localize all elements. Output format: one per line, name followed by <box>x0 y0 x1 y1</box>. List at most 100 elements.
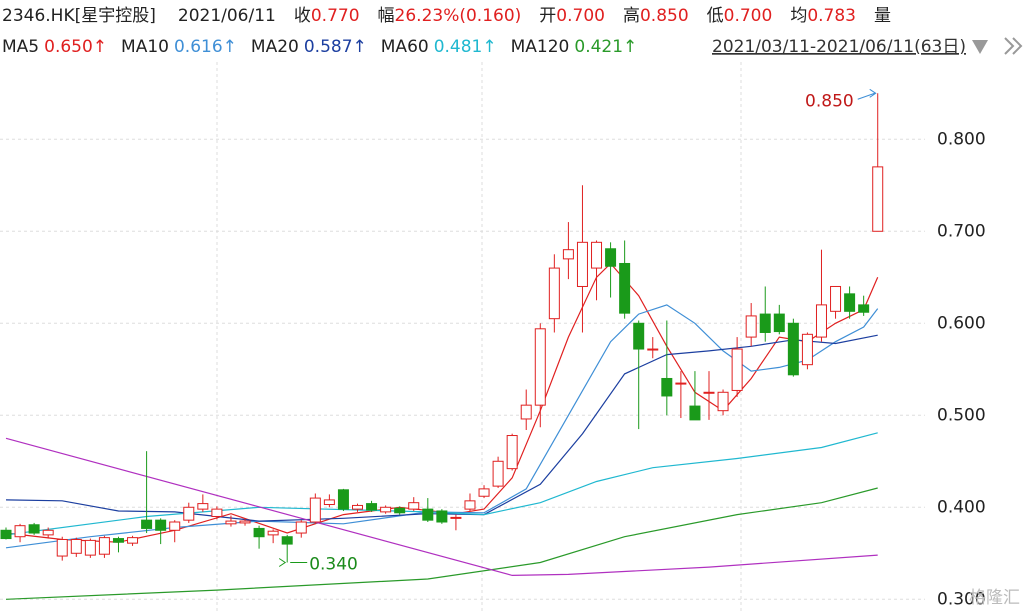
quote-line: 2346.HK[星宇控股] 2021/06/11 收0.770 幅26.23%(0.1… <box>2 6 891 26</box>
candle-body <box>506 435 518 470</box>
candle-body <box>28 524 40 534</box>
candle-body <box>436 510 448 523</box>
y-tick-label: 0.800 <box>937 129 986 149</box>
candle-body <box>225 520 237 525</box>
y-tick-label: 0.600 <box>937 313 986 333</box>
candle-body <box>70 538 82 554</box>
quote-value: 0.700 <box>556 6 605 26</box>
candle-body <box>844 293 856 312</box>
candle-body <box>56 538 68 557</box>
candle-body <box>787 322 799 376</box>
candle-body <box>323 499 335 506</box>
quote-label: 开 <box>539 6 556 26</box>
quote-value: 0.700 <box>724 6 773 26</box>
candle-body <box>422 508 434 521</box>
candle-body <box>366 503 378 511</box>
grid <box>0 138 925 600</box>
candle-body <box>591 241 603 269</box>
quote-label: 高 <box>623 6 640 26</box>
y-tick-label: 0.300 <box>937 589 986 609</box>
symbol: 2346.HK[星宇控股] <box>2 6 156 26</box>
candle-body <box>112 538 124 543</box>
quote-label: 均 <box>790 6 807 26</box>
candle-body <box>14 525 26 538</box>
legend-value: 0.481↑ <box>434 37 497 57</box>
candle-body <box>661 377 673 397</box>
legend-name: MA60 <box>381 37 429 57</box>
candle-body <box>858 304 870 313</box>
candle-body <box>830 285 842 312</box>
candle-body <box>745 315 757 338</box>
candle-body <box>562 249 574 260</box>
date: 2021/06/11 <box>178 6 276 26</box>
candle-body <box>801 333 813 366</box>
candle-body <box>647 348 659 351</box>
candle-body <box>84 539 96 556</box>
quote-value: 0.770 <box>311 6 360 26</box>
date-range: 2021/03/11-2021/06/11(63日) <box>712 37 966 57</box>
candle-body <box>394 507 406 514</box>
legend-value: 0.421↑ <box>574 37 637 57</box>
candle-body <box>380 506 392 513</box>
expand-icon[interactable] <box>1004 37 1023 55</box>
candle-body <box>478 488 490 497</box>
candle-body <box>98 537 110 555</box>
quote-label: 幅 <box>378 6 395 26</box>
candle-body <box>605 248 617 267</box>
annotation-arrow <box>278 558 308 567</box>
candle-body <box>619 262 631 314</box>
ma-line <box>5 487 878 600</box>
y-tick-label: 0.500 <box>937 405 986 425</box>
candle-body <box>872 166 884 232</box>
legend-name: MA10 <box>121 37 169 57</box>
legend-value: 0.616↑ <box>174 37 237 57</box>
candle-body <box>492 460 504 487</box>
legend-name: MA5 <box>2 37 39 57</box>
candle-body <box>141 519 153 529</box>
quote-label: 低 <box>707 6 724 26</box>
ma-lines <box>5 262 879 600</box>
legend-value: 0.650↑ <box>44 37 107 57</box>
annotation-label: 0.340 <box>309 554 358 574</box>
candle-body <box>352 504 363 510</box>
candle-body <box>689 405 701 421</box>
annotation-arrow <box>857 88 877 100</box>
candle-body <box>0 529 12 540</box>
y-tick-label: 0.400 <box>937 497 986 517</box>
legend-name: MA120 <box>511 37 570 57</box>
candle-body <box>309 497 321 523</box>
candle-body <box>127 537 139 544</box>
candle-body <box>169 521 181 531</box>
ma-line <box>5 334 878 522</box>
quote-value: 0.850 <box>640 6 689 26</box>
candle-body <box>534 328 546 406</box>
candle-body <box>295 521 307 534</box>
candle-body <box>211 508 223 517</box>
labels: 0.300 0.400 0.500 0.600 0.700 0.800 0.850 0.340 <box>278 88 986 609</box>
candle-body <box>731 348 743 391</box>
candle-body <box>197 503 209 510</box>
candle-body <box>281 536 293 545</box>
quote-label: 收 <box>294 6 311 26</box>
header: 2346.HK[星宇控股] 2021/06/11 收0.770 幅26.23%(0.1… <box>2 6 1020 608</box>
candle-body <box>703 391 715 394</box>
candle-body <box>759 313 771 333</box>
candle-body <box>253 527 265 538</box>
quote-label: 量 <box>874 6 891 26</box>
legend-value: 0.587↑ <box>304 37 367 57</box>
candle-body <box>548 267 560 320</box>
ma-line <box>5 437 878 577</box>
candle-body <box>155 519 167 531</box>
watermark: 格隆汇 <box>969 588 1020 608</box>
candle-body <box>773 313 785 333</box>
y-tick-label: 0.700 <box>937 221 986 241</box>
quote-value: 26.23%(0.160) <box>395 6 522 26</box>
legend-name: MA20 <box>251 37 299 57</box>
candle-body <box>42 529 54 536</box>
candle-body <box>633 322 645 350</box>
candle-body <box>450 516 462 519</box>
quote-value: 0.783 <box>807 6 856 26</box>
dropdown-icon[interactable] <box>972 40 988 54</box>
